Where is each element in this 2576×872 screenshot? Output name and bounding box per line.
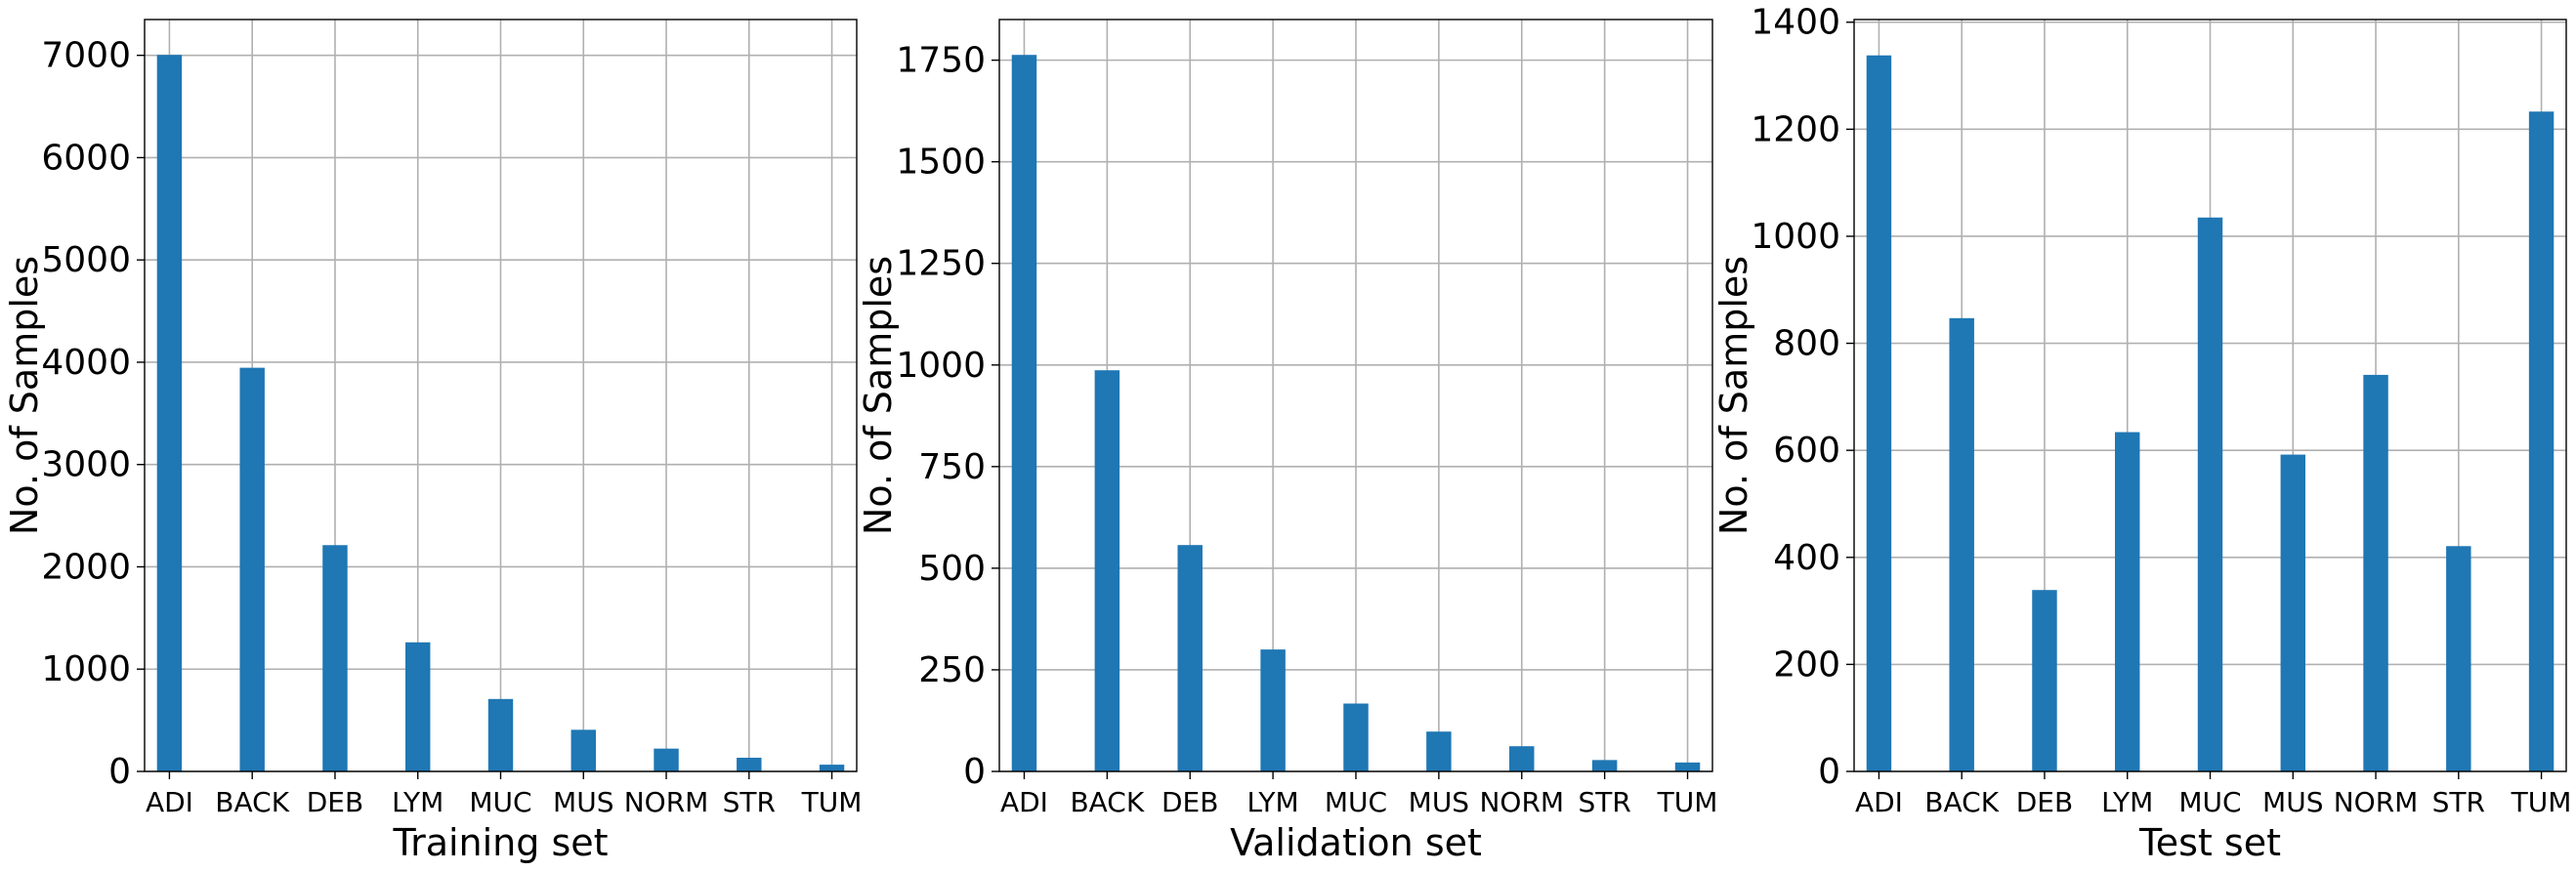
plot-frame xyxy=(144,19,858,772)
y-tick-label: 1250 xyxy=(896,244,986,284)
x-tick-label: BACK xyxy=(1070,786,1144,818)
x-tick-label: STR xyxy=(723,786,776,818)
bar-norm xyxy=(654,748,679,771)
bar-lym xyxy=(2115,432,2140,771)
x-tick-label: DEB xyxy=(1161,786,1218,818)
x-tick-label: MUS xyxy=(2262,786,2323,818)
bar-deb xyxy=(1177,545,1203,771)
x-axis-label: Training set xyxy=(392,821,608,864)
bar-str xyxy=(737,757,762,771)
x-tick-label: BACK xyxy=(1924,786,1999,818)
bar-muc xyxy=(1343,703,1369,771)
y-tick-label: 3000 xyxy=(41,445,131,485)
y-tick-label: 500 xyxy=(918,549,986,589)
x-axis-label: Validation set xyxy=(1230,821,1482,864)
y-tick-label: 4000 xyxy=(41,343,131,383)
y-tick-label: 1000 xyxy=(896,346,986,386)
x-tick-label: MUS xyxy=(553,786,613,818)
bar-lym xyxy=(1260,649,1286,771)
x-tick-label: MUC xyxy=(2178,786,2241,818)
y-tick-label: 0 xyxy=(1818,752,1840,792)
y-tick-label: 1000 xyxy=(1751,217,1840,257)
x-tick-label: NORM xyxy=(624,786,709,818)
bar-mus xyxy=(1426,731,1452,771)
x-tick-label: TUM xyxy=(801,786,863,818)
bar-deb xyxy=(322,545,348,771)
y-tick-label: 600 xyxy=(1773,431,1840,471)
x-tick-label: STR xyxy=(1578,786,1630,818)
x-tick-label: BACK xyxy=(215,786,289,818)
bar-norm xyxy=(1509,746,1535,771)
bar-muc xyxy=(487,698,514,771)
x-axis-label: Test set xyxy=(2138,821,2281,864)
bar-back xyxy=(239,367,265,771)
bar-deb xyxy=(2032,590,2057,771)
bar-mus xyxy=(570,729,596,771)
bar-adi xyxy=(156,55,183,771)
x-tick-label: NORM xyxy=(1479,786,1564,818)
y-tick-label: 7000 xyxy=(41,36,131,76)
bar-tum xyxy=(2528,111,2555,771)
bar-lym xyxy=(405,642,431,771)
y-tick-label: 800 xyxy=(1773,324,1840,364)
x-tick-label: STR xyxy=(2432,786,2485,818)
y-tick-label: 6000 xyxy=(41,138,131,178)
y-tick-label: 400 xyxy=(1773,538,1840,578)
bar-mus xyxy=(2280,454,2305,771)
x-tick-label: ADI xyxy=(146,786,193,818)
bar-back xyxy=(1094,370,1120,771)
x-tick-label: TUM xyxy=(1657,786,1718,818)
y-tick-label: 750 xyxy=(918,447,986,487)
y-axis-label: No. of Samples xyxy=(3,256,46,535)
y-tick-label: 1200 xyxy=(1751,109,1840,149)
chart-panel-2: 0 250 500 750 1000 1250 1500 1750 ADI BACK DEB LYM M… xyxy=(857,19,1718,864)
x-tick-label: MUC xyxy=(1325,786,1387,818)
bar-adi xyxy=(1866,55,1892,771)
y-tick-label: 250 xyxy=(918,650,986,690)
x-tick-label: LYM xyxy=(1247,786,1299,818)
bar-str xyxy=(2446,546,2471,771)
x-tick-label: LYM xyxy=(2101,786,2153,818)
x-tick-label: ADI xyxy=(1000,786,1048,818)
x-tick-label: TUM xyxy=(2511,786,2572,818)
y-tick-label: 1500 xyxy=(896,143,986,183)
y-tick-label: 1000 xyxy=(41,649,131,689)
x-tick-label: NORM xyxy=(2334,786,2419,818)
bar-norm xyxy=(2363,374,2388,771)
x-tick-label: LYM xyxy=(392,786,443,818)
bar-tum xyxy=(1674,762,1701,771)
y-axis-label: No. of Samples xyxy=(1712,256,1755,535)
bar-tum xyxy=(819,765,845,771)
plot-frame xyxy=(998,19,1713,772)
x-tick-label: ADI xyxy=(1855,786,1903,818)
y-tick-label: 0 xyxy=(108,752,131,792)
bar-back xyxy=(1949,317,1974,771)
bar-adi xyxy=(1011,55,1037,771)
bar-muc xyxy=(2197,217,2223,771)
y-tick-label: 1750 xyxy=(896,41,986,81)
x-tick-label: MUS xyxy=(1409,786,1469,818)
y-tick-label: 2000 xyxy=(41,547,131,587)
x-tick-label: DEB xyxy=(307,786,363,818)
x-tick-label: MUC xyxy=(469,786,531,818)
chart-panel-1: 0 1000 2000 3000 4000 5000 6000 7000 ADI BACK DEB L… xyxy=(3,19,863,864)
y-axis-label: No. of Samples xyxy=(857,256,900,535)
plot-frame xyxy=(1853,19,2567,772)
y-tick-label: 1400 xyxy=(1751,3,1840,43)
chart-panel-3: 0 200 400 600 800 1000 1200 1400 ADI BACK DEB LYM MU… xyxy=(1712,3,2571,864)
x-tick-label: DEB xyxy=(2016,786,2073,818)
y-tick-label: 5000 xyxy=(41,240,131,280)
y-tick-label: 0 xyxy=(963,752,986,792)
bar-str xyxy=(1591,760,1618,771)
y-tick-label: 200 xyxy=(1773,644,1840,685)
